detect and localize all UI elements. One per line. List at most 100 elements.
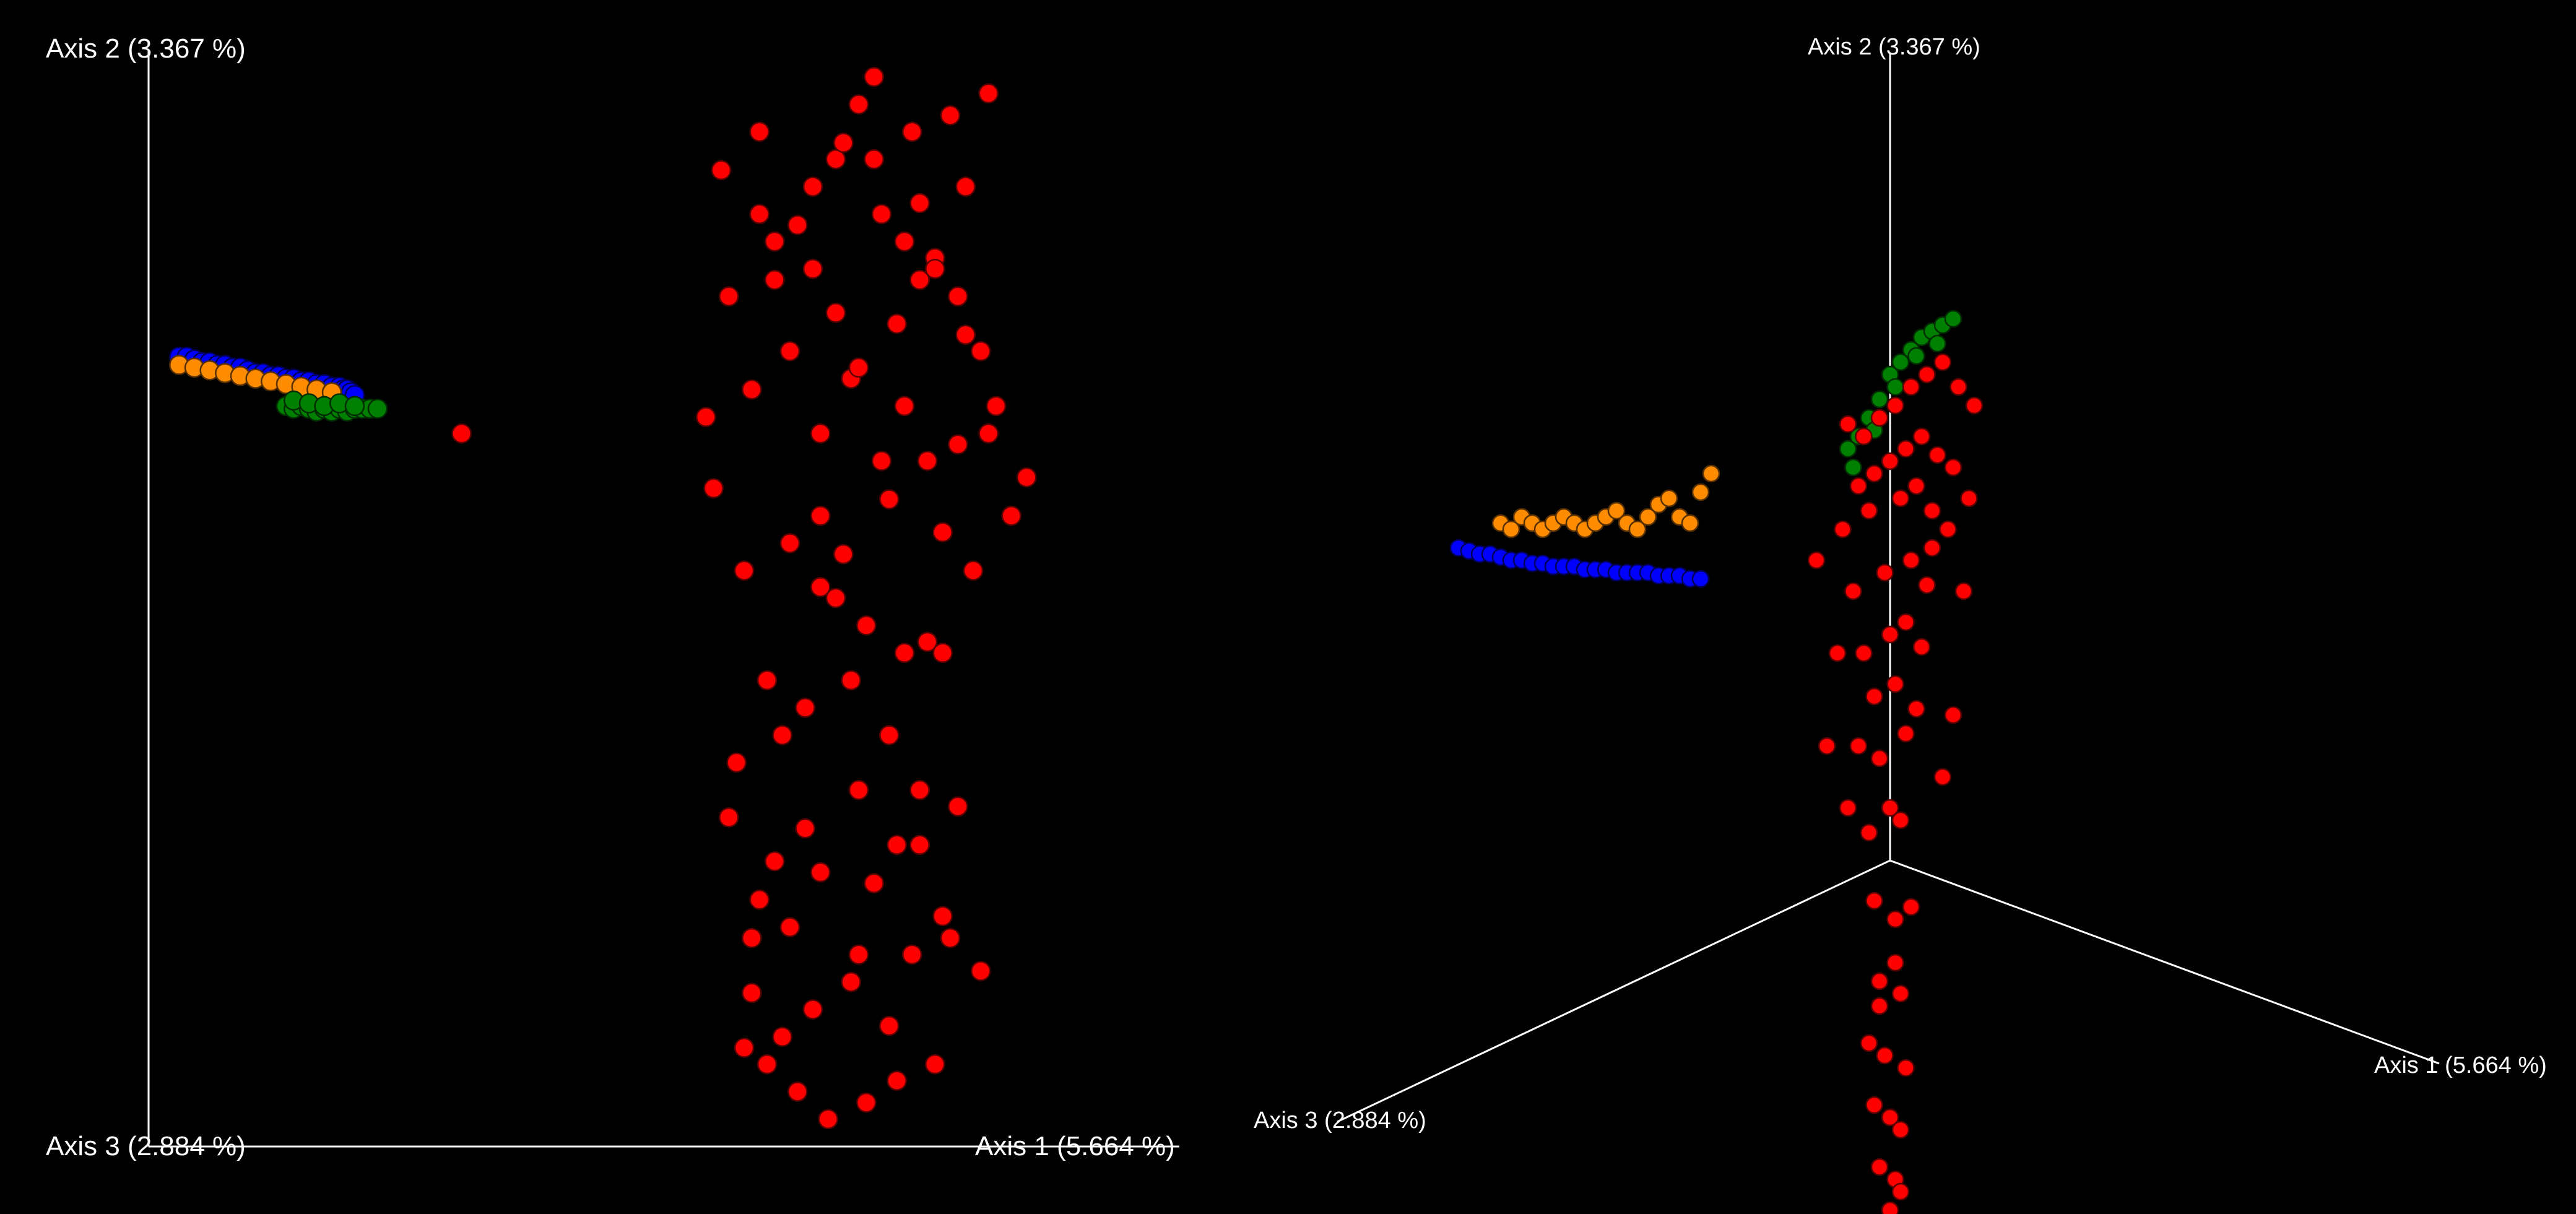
scatter-point bbox=[787, 1082, 808, 1102]
scatter-point bbox=[948, 796, 968, 817]
scatter-point bbox=[1881, 452, 1899, 470]
scatter-point bbox=[1860, 501, 1878, 520]
scatter-point bbox=[1839, 799, 1857, 817]
scatter-point bbox=[841, 971, 861, 992]
scatter-point bbox=[909, 269, 930, 290]
axis-3-label-right: Axis 3 (2.884 %) bbox=[1254, 1108, 1426, 1134]
scatter-point bbox=[1965, 396, 1984, 415]
scatter-point bbox=[879, 1015, 900, 1036]
scatter-point bbox=[765, 269, 785, 290]
scatter-point bbox=[1502, 520, 1520, 539]
scatter-point bbox=[1865, 464, 1883, 483]
scatter-point bbox=[795, 697, 815, 718]
scatter-point bbox=[833, 544, 854, 565]
scatter-point bbox=[703, 478, 724, 499]
scatter-point bbox=[894, 396, 915, 417]
scatter-point bbox=[1870, 972, 1889, 991]
scatter-point bbox=[925, 1054, 945, 1075]
scatter-point bbox=[1933, 768, 1952, 786]
scatter-point bbox=[825, 303, 846, 323]
scatter-point bbox=[1933, 353, 1952, 371]
scatter-point bbox=[971, 341, 991, 362]
scatter-point bbox=[825, 149, 846, 170]
scatter-point bbox=[779, 533, 800, 553]
axis-2-label-left: Axis 2 (3.367 %) bbox=[46, 33, 246, 64]
scatter-point bbox=[909, 835, 930, 855]
scatter-point bbox=[742, 982, 762, 1004]
scatter-point bbox=[925, 259, 945, 279]
scatter-point bbox=[917, 451, 938, 471]
scatter-point bbox=[802, 176, 823, 197]
scatter-point bbox=[871, 451, 892, 471]
scatter-point bbox=[1902, 551, 1920, 570]
scatter-point bbox=[932, 522, 953, 542]
scatter-point bbox=[1855, 427, 1873, 446]
scatter-point bbox=[940, 105, 961, 126]
scatter-point bbox=[1639, 508, 1657, 526]
scatter-point bbox=[719, 286, 739, 306]
scatter-point bbox=[367, 399, 388, 419]
scatter-point bbox=[1902, 898, 1920, 916]
scatter-point bbox=[1870, 409, 1889, 427]
scatter-point bbox=[1702, 464, 1720, 483]
axis-3-line-right bbox=[1337, 859, 1891, 1123]
scatter-point bbox=[902, 944, 922, 965]
scatter-point bbox=[856, 1092, 877, 1113]
scatter-point bbox=[779, 341, 800, 362]
scatter-point bbox=[1855, 644, 1873, 662]
scatter-point bbox=[772, 725, 792, 745]
scatter-point bbox=[825, 587, 846, 609]
scatter-point bbox=[848, 944, 869, 965]
scatter-point bbox=[917, 631, 938, 653]
scatter-point bbox=[1949, 378, 1967, 396]
scatter-point bbox=[1870, 997, 1889, 1015]
scatter-point bbox=[765, 231, 785, 252]
scatter-point bbox=[1839, 440, 1857, 458]
scatter-point bbox=[757, 670, 778, 691]
scatter-point bbox=[749, 890, 770, 910]
scatter-point bbox=[1928, 334, 1946, 353]
scatter-point bbox=[978, 83, 999, 104]
scatter-point bbox=[1939, 520, 1957, 539]
scatter-point bbox=[1886, 378, 1904, 396]
scatter-point bbox=[909, 193, 930, 214]
scatter-point bbox=[879, 489, 900, 509]
scatter-point bbox=[1886, 675, 1904, 693]
scatter-point bbox=[1907, 700, 1925, 718]
scatter-point bbox=[1918, 365, 1936, 384]
scatter-point bbox=[1891, 1182, 1910, 1201]
scatter-point bbox=[971, 961, 991, 981]
scatter-point bbox=[1912, 638, 1931, 656]
scatter-point bbox=[1886, 396, 1904, 415]
scatter-point bbox=[1886, 910, 1904, 929]
scatter-point bbox=[1891, 984, 1910, 1003]
scatter-point bbox=[902, 121, 922, 142]
scatter-point bbox=[856, 615, 877, 636]
scatter-point bbox=[734, 1038, 755, 1058]
scatter-point bbox=[1907, 347, 1925, 365]
scatter-point bbox=[1691, 483, 1710, 501]
scatter-point bbox=[955, 324, 976, 345]
scatter-point bbox=[948, 434, 968, 455]
scatter-point bbox=[1881, 1201, 1899, 1214]
scatter-point bbox=[864, 873, 884, 893]
scatter-point bbox=[1912, 427, 1931, 446]
scatter-point bbox=[894, 231, 915, 252]
axis-3-label-left: Axis 3 (2.884 %) bbox=[46, 1131, 246, 1161]
scatter-point bbox=[1807, 551, 1826, 570]
scatter-point bbox=[1001, 505, 1021, 526]
scatter-point bbox=[1876, 1046, 1894, 1065]
scatter-point bbox=[1918, 576, 1936, 594]
scatter-point bbox=[1881, 625, 1899, 644]
scatter-point bbox=[787, 215, 808, 235]
scatter-point bbox=[795, 818, 815, 839]
scatter-point bbox=[1897, 724, 1915, 743]
scatter-point bbox=[696, 407, 716, 427]
scatter-point bbox=[955, 176, 976, 197]
scatter-point bbox=[1897, 613, 1915, 631]
scatter-point bbox=[887, 835, 907, 855]
scatter-point bbox=[810, 862, 831, 883]
scatter-point bbox=[1891, 1121, 1910, 1139]
scatter-point bbox=[1923, 501, 1941, 520]
